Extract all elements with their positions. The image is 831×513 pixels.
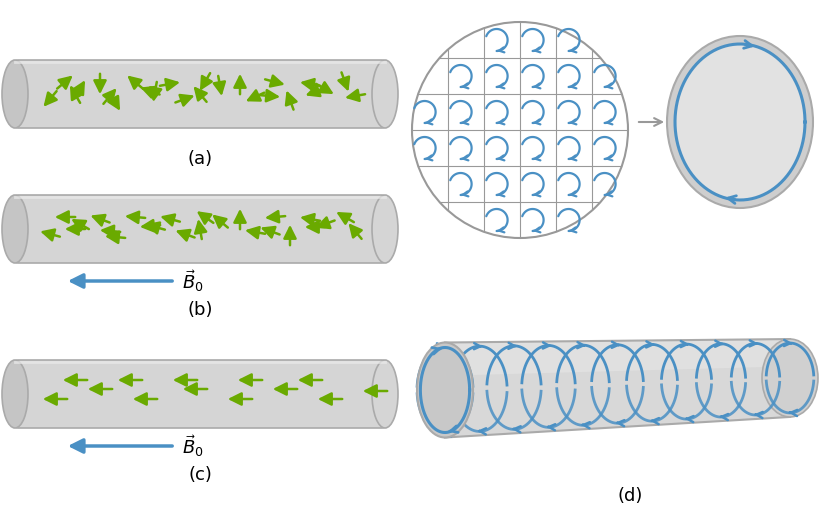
FancyBboxPatch shape xyxy=(15,360,385,428)
Text: (b): (b) xyxy=(187,301,213,319)
Ellipse shape xyxy=(675,44,805,200)
Ellipse shape xyxy=(2,360,28,428)
Ellipse shape xyxy=(2,60,28,128)
FancyBboxPatch shape xyxy=(15,60,385,128)
Text: (d): (d) xyxy=(617,487,642,505)
Ellipse shape xyxy=(667,36,813,208)
Text: $\vec{B}_0$: $\vec{B}_0$ xyxy=(182,433,204,459)
Ellipse shape xyxy=(372,360,398,428)
Polygon shape xyxy=(445,339,790,438)
Text: $\vec{B}_0$: $\vec{B}_0$ xyxy=(182,268,204,294)
Ellipse shape xyxy=(2,195,28,263)
Circle shape xyxy=(412,22,628,238)
Polygon shape xyxy=(445,339,790,376)
FancyBboxPatch shape xyxy=(15,195,385,263)
Ellipse shape xyxy=(762,339,818,417)
Ellipse shape xyxy=(417,343,473,438)
Text: (a): (a) xyxy=(188,150,213,168)
Ellipse shape xyxy=(372,195,398,263)
Text: (c): (c) xyxy=(188,466,212,484)
Ellipse shape xyxy=(372,60,398,128)
